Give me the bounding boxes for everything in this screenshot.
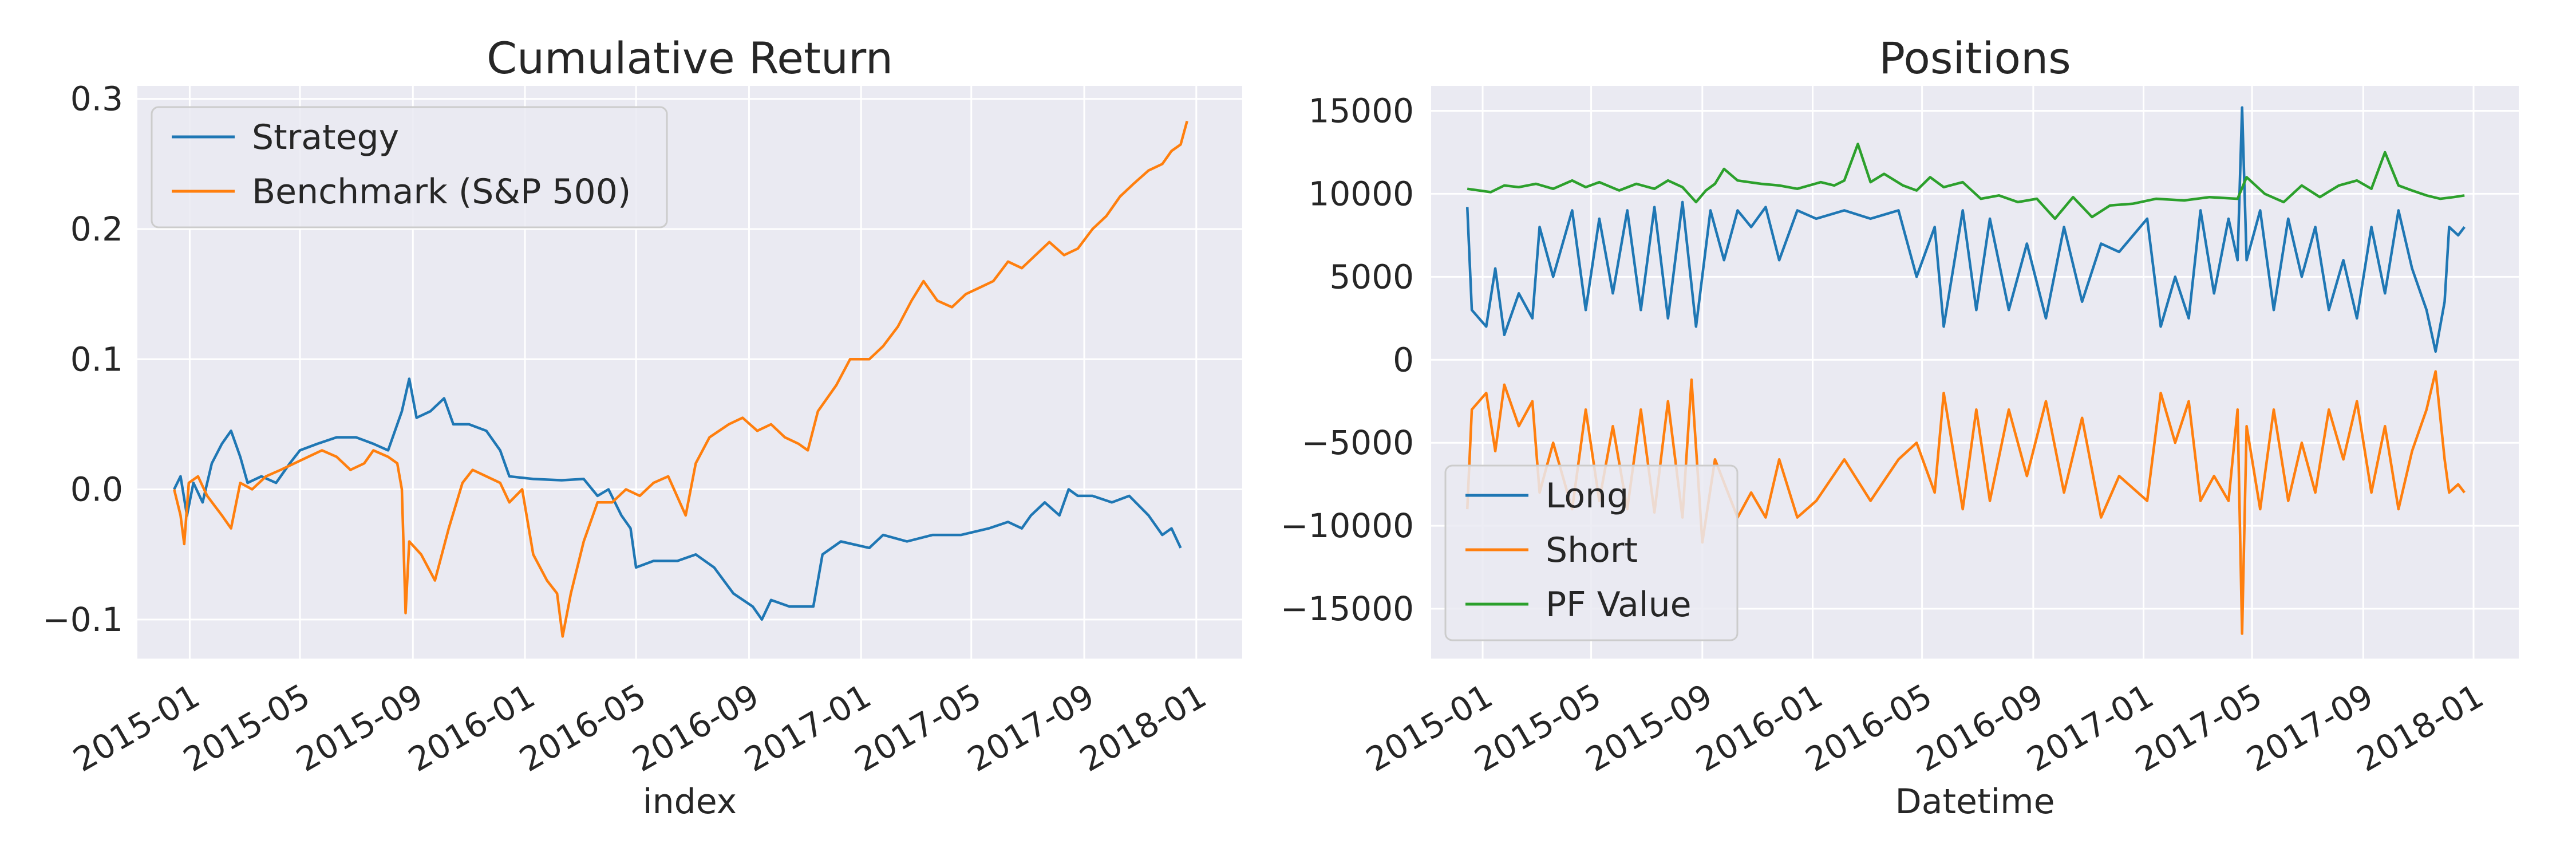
series-line-pf-value [1467,143,2465,220]
x-tick-label: 2015-01 [66,676,206,779]
chart-title: Cumulative Return [487,33,893,84]
x-tick-label: 2017-05 [2129,676,2269,779]
y-tick-label: −10000 [1281,506,1414,545]
x-tick-label: 2015-05 [1468,676,1607,779]
y-tick-label: 0.1 [70,340,123,379]
y-tick-label: −15000 [1281,589,1414,628]
y-tick-label: 0.3 [70,80,123,119]
legend-label: Strategy [252,117,399,157]
x-tick-label: 2017-09 [2240,676,2380,779]
x-tick-label: 2018-01 [2350,676,2490,779]
series-lines [173,120,1188,638]
y-tick-label: 0.2 [70,210,123,249]
y-tick-label: 10000 [1308,174,1414,213]
y-tick-label: 5000 [1329,257,1414,296]
chart-title: Positions [1879,33,2071,84]
x-tick-label: 2017-05 [848,676,988,779]
cumulative-return-chart: 0.30.20.10.0−0.12015-012015-052015-09201… [42,33,1242,822]
legend: Strategy Benchmark (S&P 500) [151,106,668,228]
series-lines [1465,106,2466,635]
x-tick-label: 2017-01 [738,676,878,779]
x-tick-label: 2016-01 [1689,676,1829,779]
legend-box [151,106,668,228]
series-line-strategy [173,377,1182,621]
x-tick-label: 2015-09 [290,676,429,779]
x-tick-label: 2016-05 [1799,676,1938,779]
y-tick-label: 0 [1393,340,1414,379]
x-axis-label: Datetime [1895,782,2055,822]
x-tick-label: 2018-01 [1073,676,1213,779]
series-line-long [1465,106,2466,353]
legend: Long Short PF Value [1444,464,1739,641]
x-tick-label: 2016-09 [1910,676,2050,779]
x-tick-label: 2016-01 [402,676,542,779]
x-tick-label: 2015-09 [1579,676,1719,779]
positions-chart: 150001000050000−5000−10000−150002015-012… [1281,33,2519,822]
legend-label: Short [1546,530,1638,570]
y-tick-label: 15000 [1308,91,1414,130]
y-tick-label: −5000 [1302,423,1414,462]
x-tick-label: 2015-05 [177,676,317,779]
y-tick-label: 0.0 [70,470,123,509]
legend-box [1444,464,1739,641]
y-tick-label: −0.1 [42,600,123,639]
x-tick-label: 2016-05 [513,676,653,779]
x-tick-label: 2017-09 [961,676,1101,779]
legend-label: PF Value [1546,585,1692,625]
legend-label: Benchmark (S&P 500) [252,172,631,212]
series-line-benchmark-s-p-500 [173,120,1188,638]
x-axis-label: index [643,782,737,822]
series-line-short [1465,370,2466,635]
legend-label: Long [1546,476,1629,516]
x-tick-label: 2016-09 [626,676,765,779]
